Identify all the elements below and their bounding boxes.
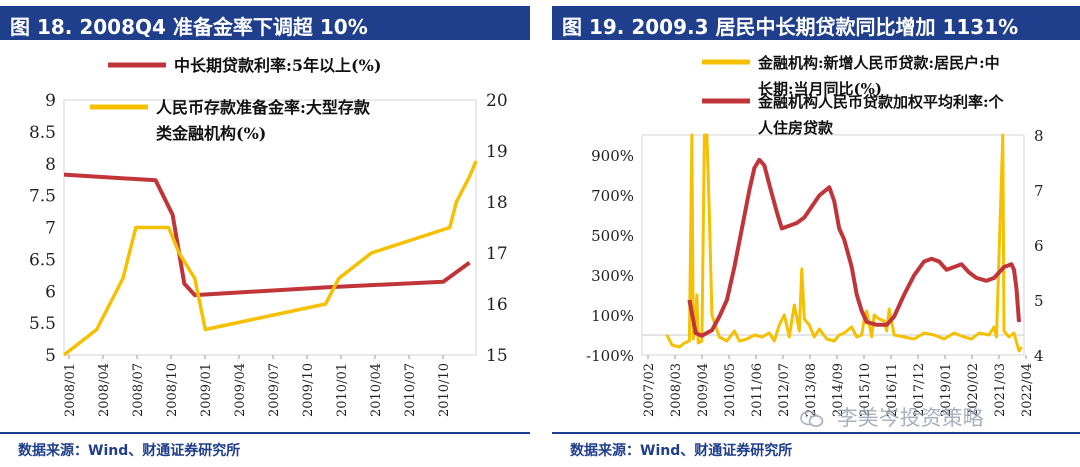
y-tick-label-left: 7 [45, 219, 56, 239]
y-tick-label-right: 18 [486, 193, 508, 213]
plot-frame [641, 134, 1025, 356]
y-tick-label-left: 9 [45, 91, 56, 111]
legend-label: 类金融机构(%) [156, 124, 266, 143]
watermark: 李美岑投资策略 [800, 402, 984, 432]
source-note: 数据来源：Wind、财通证券研究所 [570, 443, 793, 459]
y-tick-label-left: 8.5 [29, 123, 56, 143]
x-tick-label: 2008/01 [63, 363, 78, 417]
x-tick-label: 2021/03 [993, 363, 1008, 417]
x-tick-label: 2010/01 [335, 363, 350, 417]
x-tick-label: 2010/10 [437, 363, 452, 417]
watermark-text: 李美岑投资策略 [836, 406, 984, 430]
divider [0, 432, 530, 434]
y-tick-label-right: 5 [1034, 292, 1044, 310]
x-tick-label: 2014/09 [831, 363, 846, 417]
y-tick-label-right: 20 [486, 91, 508, 111]
series-line [63, 172, 471, 298]
x-tick-label: 2009/07 [267, 363, 282, 417]
x-tick-label: 2009/10 [301, 363, 316, 417]
y-tick-label-right: 8 [1034, 127, 1044, 145]
panel-right: 图 19. 2009.3 居民中长期贷款同比增加 1131% -100% 100%… [552, 0, 1080, 467]
panel-left: 图 18. 2008Q4 准备金率下调超 10% 5 5.5 6 6.5 7 7.5 8 8.… [0, 0, 530, 467]
x-tick-label: 2015/10 [858, 363, 873, 417]
series-line [687, 157, 1021, 338]
y-tick-label-right: 4 [1034, 347, 1044, 365]
y-tick-label-left: 300% [591, 267, 634, 285]
y-tick-label-right: 6 [1034, 237, 1044, 255]
y-tick-label-left: 500% [591, 227, 634, 245]
chart-title: 图 19. 2009.3 居民中长期贷款同比增加 1131% [562, 15, 1019, 39]
legend-label: 人民币存款准备金率:大型存款 [156, 98, 371, 117]
plot-frame [63, 99, 477, 356]
y-tick-label-left: -100% [586, 347, 634, 365]
x-tick-label: 2008/10 [165, 363, 180, 417]
x-tick-label: 2011/06 [750, 363, 765, 417]
y-tick-label-right: 17 [486, 244, 508, 264]
x-tick-label: 2017/12 [912, 363, 927, 417]
divider [552, 432, 1080, 434]
title-bar: 图 18. 2008Q4 准备金率下调超 10% [0, 6, 530, 40]
y-tick-label-left: 700% [591, 187, 634, 205]
y-tick-label-left: 900% [591, 147, 634, 165]
x-tick-label: 2009/04 [233, 363, 248, 417]
x-tick-label: 2020/02 [966, 363, 981, 417]
series-line [62, 160, 478, 357]
x-tick-label: 2022/04 [1020, 363, 1035, 417]
legend-label: 金融机构:新增人民币贷款:居民户:中 [757, 54, 1000, 72]
x-tick-label: 2012/07 [777, 363, 792, 417]
x-tick-label: 2008/04 [97, 363, 112, 417]
x-tick-label: 2009/01 [199, 363, 214, 417]
wechat-icon [800, 410, 824, 427]
source-note: 数据来源：Wind、财通证券研究所 [18, 443, 241, 459]
x-tick-label: 2008/07 [131, 363, 146, 417]
y-tick-label-right: 16 [486, 295, 508, 315]
y-tick-label-right: 15 [486, 346, 508, 366]
x-tick-label: 2010/04 [369, 363, 384, 417]
x-tick-label: 2013/08 [804, 363, 819, 417]
x-tick-label: 2019/01 [939, 363, 954, 417]
y-tick-label-left: 6 [45, 282, 56, 302]
title-bar: 图 19. 2009.3 居民中长期贷款同比增加 1131% [552, 6, 1080, 40]
x-tick-label: 2016/11 [885, 363, 900, 417]
legend-label: 长期:当月同比(%) [758, 80, 882, 98]
x-tick-label: 2009/04 [696, 363, 711, 417]
y-tick-label-left: 7.5 [29, 187, 56, 207]
x-tick-label: 2008/03 [669, 363, 684, 417]
series-line [665, 133, 1023, 353]
legend-label: 人住房贷款 [758, 119, 834, 137]
x-tick-label: 2010/05 [723, 363, 738, 417]
y-tick-label-right: 19 [486, 142, 508, 162]
y-tick-label-left: 5 [45, 346, 56, 366]
x-tick-label: 2007/02 [642, 363, 657, 417]
legend-label: 金融机构人民币贷款加权平均利率:个 [757, 93, 1005, 111]
y-tick-label-left: 8 [45, 155, 56, 175]
x-tick-label: 2010/07 [403, 363, 418, 417]
legend-label: 中长期贷款利率:5年以上(%) [174, 56, 381, 75]
y-tick-label-left: 100% [591, 307, 634, 325]
chart-left: 5 5.5 6 6.5 7 7.5 8 8.5 9 15 16 17 18 19 20 2008/01 2008… [29, 56, 508, 417]
y-tick-label-left: 5.5 [29, 314, 56, 334]
chart-right: -100% 100% 300% 500% 700% 900% 4 5 6 7 8 2007/02 200… [586, 54, 1044, 417]
chart-title: 图 18. 2008Q4 准备金率下调超 10% [10, 15, 368, 39]
y-tick-label-right: 7 [1034, 182, 1044, 200]
y-tick-label-left: 6.5 [29, 250, 56, 270]
